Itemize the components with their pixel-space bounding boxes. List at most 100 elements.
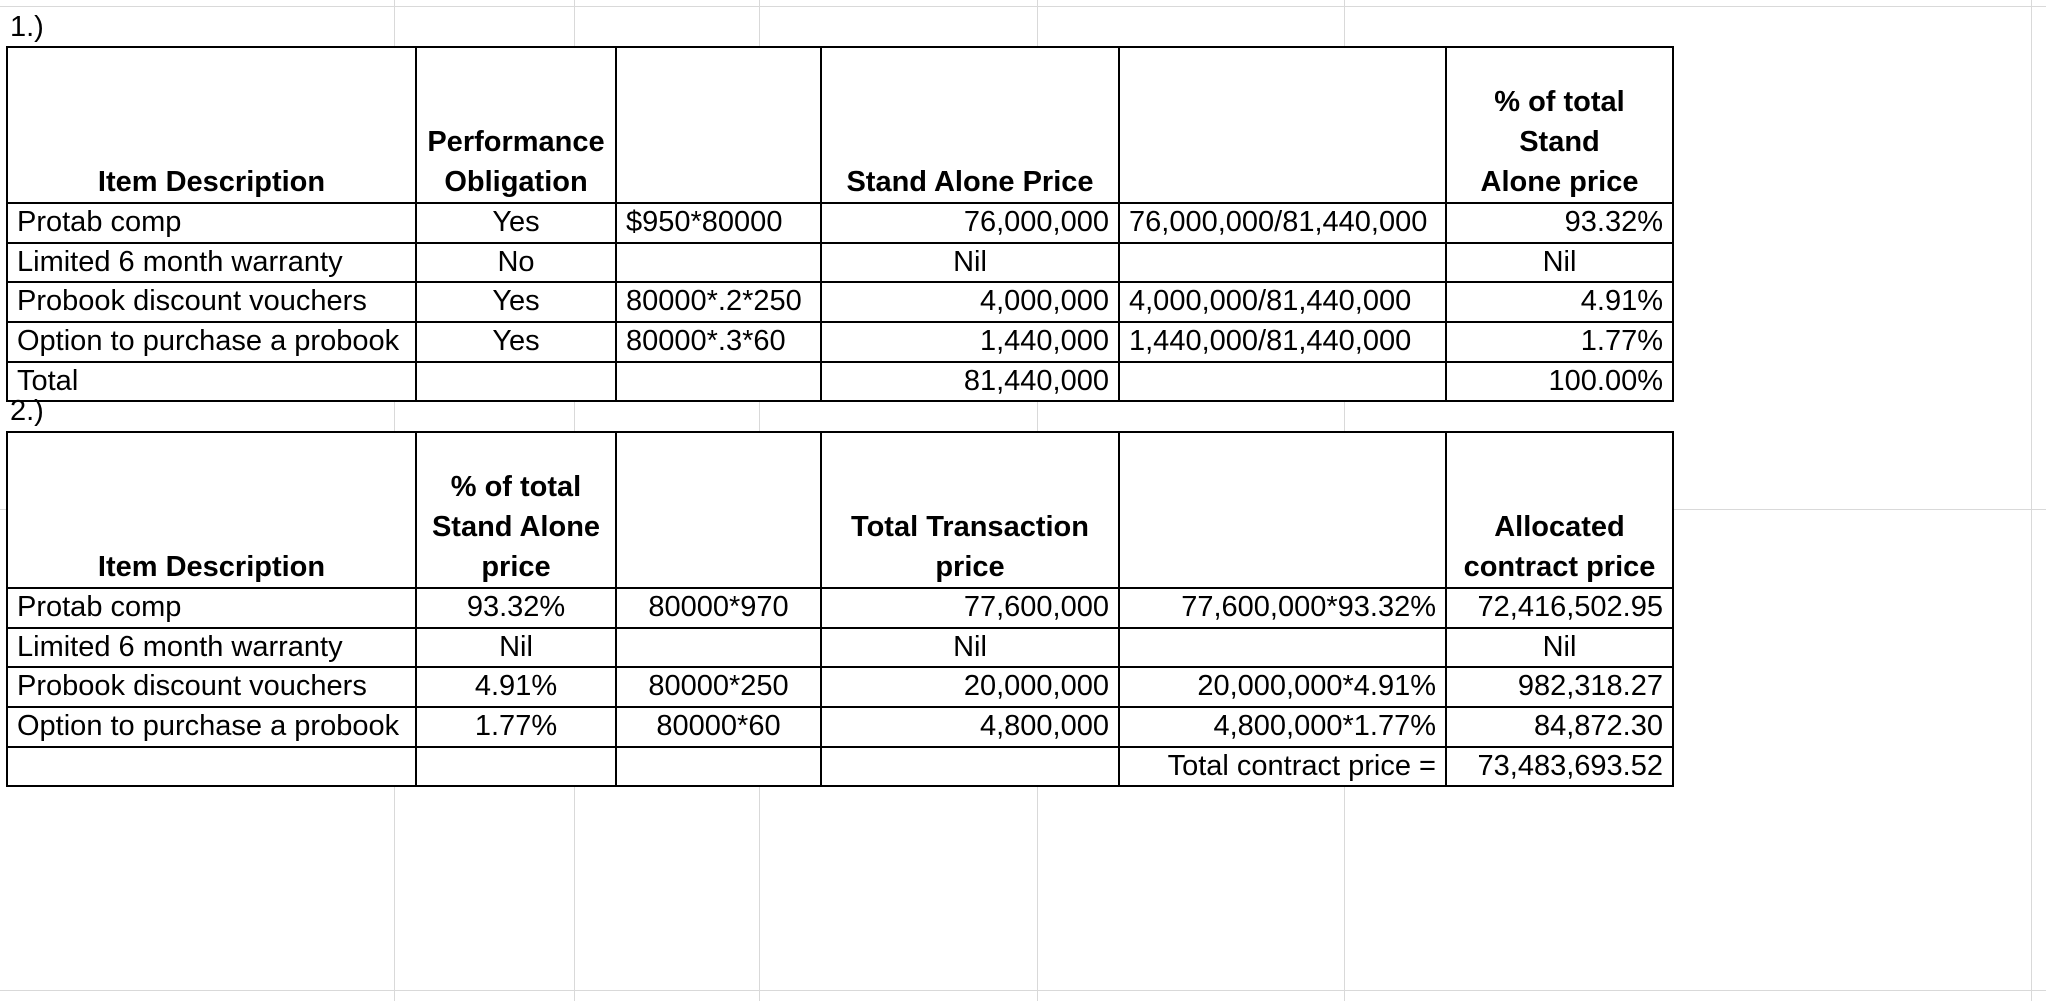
cell-calculation: 80000*970 bbox=[615, 587, 822, 629]
table-total-row: Total 81,440,000 100.00% bbox=[6, 360, 1674, 403]
cell-calculation: 80000*.2*250 bbox=[615, 281, 822, 324]
cell-total-transaction-price: 77,600,000 bbox=[820, 587, 1120, 629]
header-stand-alone-price: Stand Alone Price bbox=[820, 46, 1120, 204]
header-allocation-calc-blank bbox=[1118, 431, 1447, 589]
cell-allocation-calculation: 77,600,000*93.32% bbox=[1118, 587, 1447, 629]
header-performance-obligation-line2: Obligation bbox=[444, 165, 588, 198]
header-percent-line2: Stand Alone bbox=[431, 510, 601, 543]
cell-allocated-contract-price: Nil bbox=[1445, 626, 1674, 669]
cell-allocation-calculation: 20,000,000*4.91% bbox=[1118, 666, 1447, 709]
cell-total-transaction-price: Nil bbox=[820, 626, 1120, 669]
cell-performance-obligation: No bbox=[415, 241, 617, 284]
header-percent-of-total-stand-alone: % of total Stand Alone price bbox=[415, 431, 617, 589]
table-header-row: Item Description Performance Obligation … bbox=[6, 46, 1674, 204]
cell-ratio: 76,000,000/81,440,000 bbox=[1118, 202, 1447, 244]
header-performance-obligation-line1: Performance bbox=[427, 125, 605, 158]
cell-stand-alone-price: 4,000,000 bbox=[820, 281, 1120, 324]
cell-item-description: Protab comp bbox=[6, 202, 417, 244]
table-row: Option to purchase a probook Yes 80000*.… bbox=[6, 321, 1674, 363]
cell-total-obligation bbox=[415, 360, 617, 403]
cell-ratio: 1,440,000/81,440,000 bbox=[1118, 321, 1447, 363]
header-total-transaction-line2: price bbox=[935, 550, 1005, 583]
cell-percent-of-total: 1.77% bbox=[1445, 321, 1674, 363]
cell-total-stand-alone-price: 81,440,000 bbox=[820, 360, 1120, 403]
header-performance-obligation: Performance Obligation bbox=[415, 46, 617, 204]
cell-allocated-contract-price: 982,318.27 bbox=[1445, 666, 1674, 709]
cell-total-percent bbox=[415, 745, 617, 788]
cell-percent-of-total: 93.32% bbox=[415, 587, 617, 629]
header-calculation-blank bbox=[615, 46, 822, 204]
table-row: Probook discount vouchers 4.91% 80000*25… bbox=[6, 666, 1674, 709]
cell-percent-of-total: Nil bbox=[415, 626, 617, 669]
header-item-description: Item Description bbox=[6, 46, 417, 204]
cell-stand-alone-price: 1,440,000 bbox=[820, 321, 1120, 363]
allocated-contract-price-table: Item Description % of total Stand Alone … bbox=[6, 431, 1674, 788]
cell-total-contract-price-label: Total contract price = bbox=[1118, 745, 1447, 788]
gridline-horizontal bbox=[0, 6, 2046, 7]
table-total-row: Total contract price = 73,483,693.52 bbox=[6, 745, 1674, 788]
gridline-vertical bbox=[2031, 0, 2032, 1001]
cell-total-transaction-price bbox=[820, 745, 1120, 788]
cell-total-label: Total bbox=[6, 360, 417, 403]
cell-stand-alone-price: Nil bbox=[820, 241, 1120, 284]
cell-ratio bbox=[1118, 241, 1447, 284]
table-header-row: Item Description % of total Stand Alone … bbox=[6, 431, 1674, 589]
cell-item-description: Option to purchase a probook bbox=[6, 321, 417, 363]
cell-item-description: Protab comp bbox=[6, 587, 417, 629]
cell-total-calculation bbox=[615, 745, 822, 788]
cell-item-description: Limited 6 month warranty bbox=[6, 241, 417, 284]
cell-total-contract-price-value: 73,483,693.52 bbox=[1445, 745, 1674, 788]
cell-performance-obligation: Yes bbox=[415, 202, 617, 244]
cell-total-ratio bbox=[1118, 360, 1447, 403]
header-percent-of-total-line2: Alone price bbox=[1480, 165, 1639, 198]
cell-percent-of-total: 93.32% bbox=[1445, 202, 1674, 244]
section-label-2: 2.) bbox=[10, 395, 44, 427]
stand-alone-price-table: Item Description Performance Obligation … bbox=[6, 46, 1674, 403]
cell-total-item bbox=[6, 745, 417, 788]
header-total-transaction-line1: Total Transaction bbox=[851, 510, 1089, 543]
cell-calculation: 80000*250 bbox=[615, 666, 822, 709]
cell-performance-obligation: Yes bbox=[415, 281, 617, 324]
cell-total-transaction-price: 20,000,000 bbox=[820, 666, 1120, 709]
header-item-description: Item Description bbox=[6, 431, 417, 589]
header-allocated-line1: Allocated bbox=[1494, 510, 1625, 543]
cell-performance-obligation: Yes bbox=[415, 321, 617, 363]
table-row: Limited 6 month warranty No Nil Nil bbox=[6, 241, 1674, 284]
header-stand-alone-price-text: Stand Alone Price bbox=[846, 165, 1094, 198]
cell-allocated-contract-price: 72,416,502.95 bbox=[1445, 587, 1674, 629]
cell-calculation bbox=[615, 241, 822, 284]
cell-ratio: 4,000,000/81,440,000 bbox=[1118, 281, 1447, 324]
header-calculation-blank bbox=[615, 431, 822, 589]
cell-allocated-contract-price: 84,872.30 bbox=[1445, 706, 1674, 748]
header-item-description-text: Item Description bbox=[97, 165, 326, 198]
header-allocated-line2: contract price bbox=[1463, 550, 1656, 583]
cell-percent-of-total: 4.91% bbox=[1445, 281, 1674, 324]
cell-percent-of-total: 1.77% bbox=[415, 706, 617, 748]
cell-item-description: Probook discount vouchers bbox=[6, 666, 417, 709]
table-row: Protab comp Yes $950*80000 76,000,000 76… bbox=[6, 202, 1674, 244]
cell-calculation: 80000*.3*60 bbox=[615, 321, 822, 363]
section-label-1: 1.) bbox=[10, 11, 44, 43]
cell-calculation: $950*80000 bbox=[615, 202, 822, 244]
header-percent-line3: price bbox=[481, 550, 551, 583]
cell-total-transaction-price: 4,800,000 bbox=[820, 706, 1120, 748]
cell-allocation-calculation bbox=[1118, 626, 1447, 669]
cell-total-percent: 100.00% bbox=[1445, 360, 1674, 403]
cell-percent-of-total: 4.91% bbox=[415, 666, 617, 709]
cell-percent-of-total: Nil bbox=[1445, 241, 1674, 284]
header-percent-of-total: % of total Stand Alone price bbox=[1445, 46, 1674, 204]
cell-total-calculation bbox=[615, 360, 822, 403]
cell-item-description: Option to purchase a probook bbox=[6, 706, 417, 748]
header-percent-of-total-line1: % of total Stand bbox=[1494, 85, 1625, 158]
header-total-transaction-price: Total Transaction price bbox=[820, 431, 1120, 589]
cell-allocation-calculation: 4,800,000*1.77% bbox=[1118, 706, 1447, 748]
table-row: Option to purchase a probook 1.77% 80000… bbox=[6, 706, 1674, 748]
table-row: Probook discount vouchers Yes 80000*.2*2… bbox=[6, 281, 1674, 324]
cell-item-description: Probook discount vouchers bbox=[6, 281, 417, 324]
header-allocated-contract-price: Allocated contract price bbox=[1445, 431, 1674, 589]
cell-item-description: Limited 6 month warranty bbox=[6, 626, 417, 669]
cell-calculation bbox=[615, 626, 822, 669]
gridline-horizontal bbox=[0, 990, 2046, 991]
table-row: Protab comp 93.32% 80000*970 77,600,000 … bbox=[6, 587, 1674, 629]
